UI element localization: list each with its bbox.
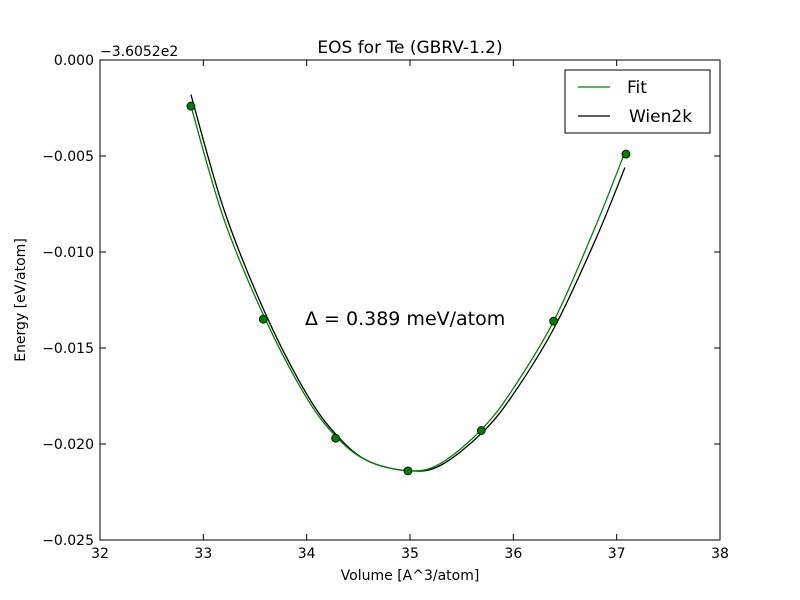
y-offset-text: −3.6052e2 bbox=[100, 44, 178, 60]
data-point bbox=[403, 466, 413, 476]
data-point bbox=[186, 101, 196, 111]
y-tick-label: −0.010 bbox=[42, 245, 94, 261]
y-axis-ticks: 0.000 −0.005 −0.010 −0.015 −0.020 −0.025 bbox=[42, 53, 720, 549]
y-tick-label: −0.015 bbox=[42, 341, 94, 357]
data-point bbox=[476, 426, 486, 435]
legend-label-fit: Fit bbox=[627, 78, 647, 98]
legend-box bbox=[564, 69, 711, 134]
chart-title: EOS for Te (GBRV-1.2) bbox=[317, 38, 502, 58]
x-tick-label: 32 bbox=[91, 546, 109, 562]
data-point bbox=[549, 316, 559, 326]
x-tick-label: 37 bbox=[608, 546, 626, 562]
y-tick-label: −0.005 bbox=[42, 149, 94, 165]
x-axis-ticks: 32 33 34 35 36 37 38 bbox=[91, 60, 729, 562]
y-axis-label: Energy [eV/atom] bbox=[13, 238, 29, 362]
x-tick-label: 38 bbox=[711, 546, 729, 562]
y-tick-label: 0.000 bbox=[54, 53, 94, 69]
plot-area bbox=[186, 94, 631, 476]
data-point bbox=[258, 314, 268, 324]
x-tick-label: 33 bbox=[194, 546, 212, 562]
y-tick-label: −0.025 bbox=[42, 533, 94, 549]
x-axis-label: Volume [A^3/atom] bbox=[341, 568, 480, 584]
y-tick-label: −0.020 bbox=[42, 437, 94, 453]
plot-frame bbox=[99, 59, 721, 541]
data-point bbox=[621, 149, 631, 159]
legend: Fit Wien2k bbox=[564, 69, 711, 134]
x-tick-label: 35 bbox=[401, 546, 419, 562]
legend-label-wien2k: Wien2k bbox=[629, 107, 692, 127]
x-tick-label: 34 bbox=[298, 546, 316, 562]
delta-annotation: Δ = 0.389 meV/atom bbox=[305, 308, 505, 330]
x-tick-label: 36 bbox=[504, 546, 522, 562]
data-point bbox=[331, 433, 341, 443]
